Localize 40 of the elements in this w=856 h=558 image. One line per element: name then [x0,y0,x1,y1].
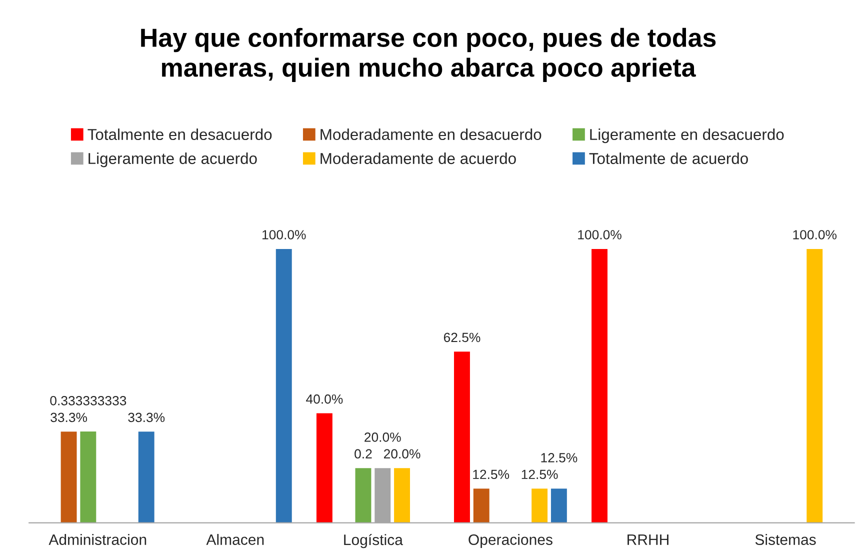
bar [316,413,332,523]
bar [592,248,608,523]
data-label: 100.0% [578,230,622,240]
data-label: 100.0% [262,230,306,240]
data-label: 20.0% [364,432,401,442]
x-tick-label: Almacen [206,534,264,545]
bar [473,488,490,523]
data-label: 12.5% [541,453,578,462]
x-tick-label: RRHH [628,534,668,545]
x-tick-label: Sistemas [755,534,816,545]
data-label: 100.0% [793,230,837,240]
data-label: 62.5% [444,332,480,342]
legend-label: Ligeramente en desacuerdo [590,128,784,144]
bar [355,468,372,523]
x-tick-label: Logística [344,534,403,548]
legend-label: Ligeramente de acuerdo [88,152,257,168]
x-tick-label: Operaciones [468,534,552,548]
bar [80,432,96,523]
bar [454,352,470,523]
data-label: 0.333333333 [50,396,126,406]
data-label: 12.5% [522,470,558,480]
data-label: 20.0% [384,449,420,459]
bar [60,432,77,523]
bar [276,248,292,523]
legend-label: Totalmente de acuerdo [589,152,748,164]
legend-label: Moderadamente en desacuerdo [320,128,542,140]
data-label: 40.0% [306,394,343,404]
data-label: 33.3% [128,412,165,422]
x-tick-label: Administracion [48,534,146,545]
legend-label: Totalmente en desacuerdo [88,128,272,140]
bar [532,488,548,523]
bar [806,248,823,523]
data-label: 33.3% [50,412,88,422]
legend-label: Moderadamente de acuerdo [320,152,516,164]
data-label: 12.5% [473,470,510,480]
bar [138,432,154,523]
bar [394,468,410,523]
bar [550,488,567,523]
data-label: 0.2 [354,449,372,459]
chart-title: Hay que conformarse con poco, pues de todas maneras, quien mucho abarca poco aprieta [141,28,716,82]
